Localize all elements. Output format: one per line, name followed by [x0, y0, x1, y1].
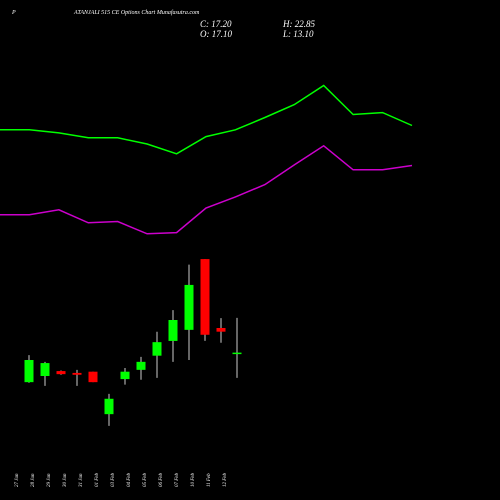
candle-body — [88, 371, 98, 383]
candle-body — [184, 284, 194, 330]
candle-body — [24, 360, 34, 383]
x-tick-label: 28 Jan — [31, 473, 36, 487]
candle-body — [136, 361, 146, 370]
candle-body — [56, 371, 66, 375]
x-tick-label: 06 Feb — [159, 472, 164, 487]
high-info: H: 22.85 — [282, 19, 315, 29]
candle-body — [104, 398, 114, 415]
candle-body — [168, 320, 178, 341]
x-tick-label: 03 Feb — [111, 472, 116, 487]
x-tick-label: 27 Jan — [15, 473, 20, 487]
x-tick-label: 31 Jan — [79, 473, 84, 487]
candle-body — [216, 328, 226, 332]
candle-body — [232, 352, 242, 355]
candle-body — [200, 259, 210, 335]
x-tick-label: 29 Jan — [47, 473, 52, 487]
x-tick-label: 07 Feb — [175, 472, 180, 487]
title-initial: P — [11, 10, 16, 16]
candle-body — [152, 342, 162, 356]
indicator-line — [0, 144, 413, 235]
x-tick-label: 11 Feb — [207, 473, 212, 487]
low-info: L: 13.10 — [282, 29, 314, 39]
x-tick-label: 04 Feb — [127, 472, 132, 487]
x-tick-label: 10 Feb — [191, 472, 196, 487]
x-tick-label: 05 Feb — [143, 472, 148, 487]
x-tick-label: 01 Feb — [95, 472, 100, 487]
open-info: O: 17.10 — [200, 29, 232, 39]
candle-body — [120, 371, 130, 380]
candle-body — [40, 363, 50, 376]
x-tick-label: 12 Feb — [223, 472, 228, 487]
chart-title: ATANJALI 515 CE Options Chart Munafasutr… — [73, 9, 200, 16]
indicator-line — [0, 84, 413, 155]
close-info: C: 17.20 — [200, 19, 232, 29]
candle-body — [72, 372, 82, 375]
x-tick-label: 30 Jan — [63, 473, 68, 487]
